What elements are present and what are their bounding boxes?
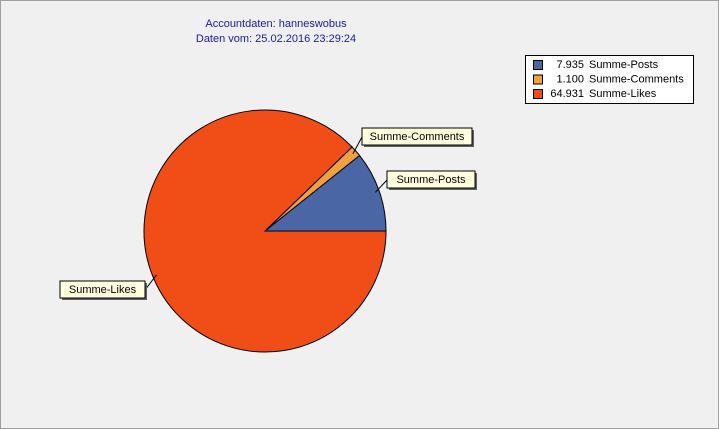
- slice-label: Summe-Posts: [396, 174, 466, 186]
- legend-value: 7.935: [556, 59, 584, 71]
- label-box: [361, 127, 473, 146]
- legend-swatch: [533, 74, 543, 85]
- leader-line: [352, 136, 363, 155]
- pie-slice: [263, 154, 387, 232]
- chart-title: Accountdaten: hanneswobus: [205, 18, 347, 30]
- pie-slice: [143, 109, 387, 353]
- legend-value: 1.100: [556, 73, 584, 85]
- legend-value: 64.931: [550, 88, 584, 100]
- legend-label: Summe-Comments: [589, 73, 684, 85]
- legend-label: Summe-Likes: [589, 88, 657, 100]
- leader-line: [375, 179, 388, 193]
- label-box: [59, 280, 146, 299]
- slice-label: Summe-Likes: [69, 284, 137, 296]
- slice-label: Summe-Comments: [370, 131, 465, 143]
- chart-subtitle: Daten vom: 25.02.2016 23:29:24: [196, 33, 356, 45]
- legend: [525, 55, 694, 104]
- legend-swatch: [533, 60, 543, 70]
- label-box: [386, 170, 476, 189]
- legend-swatch: [533, 89, 543, 99]
- legend-label: Summe-Posts: [589, 59, 659, 71]
